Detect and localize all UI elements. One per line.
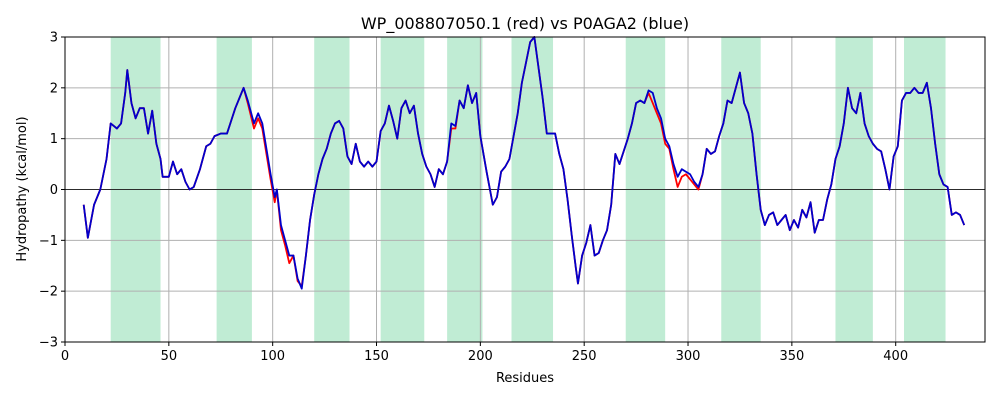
y-tick-label: 1: [50, 132, 58, 147]
y-tick-label: 0: [50, 183, 58, 198]
y-tick-label: −1: [39, 234, 58, 249]
x-tick-label: 50: [161, 349, 178, 364]
x-tick-label: 400: [883, 349, 908, 364]
y-tick-label: −3: [39, 336, 58, 351]
y-tick-label: −2: [39, 285, 58, 300]
y-tick-label: 3: [50, 31, 58, 46]
x-tick-label: 0: [61, 349, 69, 364]
y-axis-label: Hydropathy (kcal/mol): [15, 116, 30, 261]
x-tick-label: 200: [468, 349, 493, 364]
x-tick-label: 100: [260, 349, 285, 364]
x-tick-label: 350: [779, 349, 804, 364]
x-axis-label: Residues: [496, 371, 554, 386]
chart-title: WP_008807050.1 (red) vs P0AGA2 (blue): [361, 14, 689, 34]
y-tick-label: 2: [50, 81, 58, 96]
x-tick-label: 150: [364, 349, 389, 364]
y-axis-ticks: −3 −2 −1 0 1 2 3: [39, 31, 65, 351]
x-tick-label: 300: [676, 349, 701, 364]
x-axis-ticks: 0 50 100 150 200 250 300 350 400: [61, 342, 908, 364]
x-tick-label: 250: [572, 349, 597, 364]
